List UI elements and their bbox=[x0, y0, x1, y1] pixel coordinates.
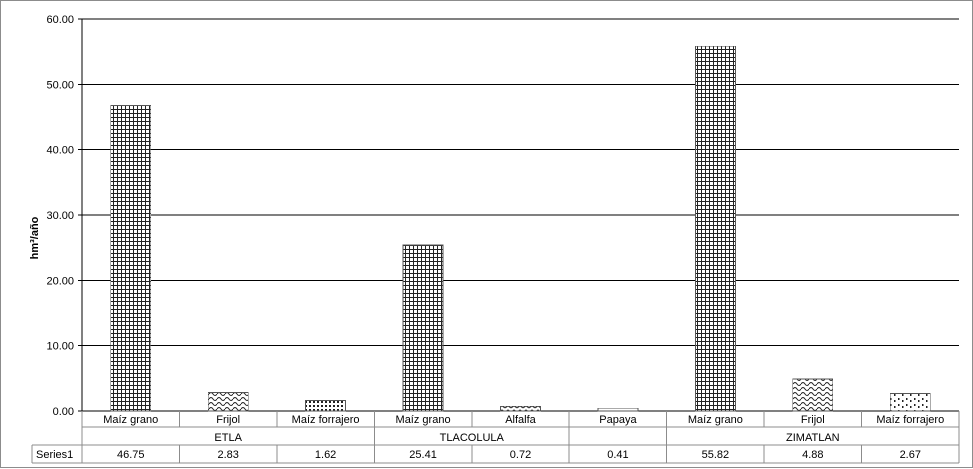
data-table-value: 4.88 bbox=[802, 449, 823, 461]
data-table-value: 0.72 bbox=[510, 449, 531, 461]
y-axis-title: hm³/año bbox=[29, 216, 41, 259]
y-tick-label: 0.00 bbox=[53, 406, 74, 418]
x-group-label: ETLA bbox=[214, 432, 242, 444]
x-tick-label: Papaya bbox=[599, 414, 637, 426]
y-tick-label: 30.00 bbox=[46, 210, 74, 222]
bar bbox=[694, 45, 736, 412]
bar bbox=[110, 105, 152, 412]
bar bbox=[305, 400, 347, 412]
y-tick-label: 20.00 bbox=[46, 275, 74, 287]
data-table-value: 25.41 bbox=[409, 449, 437, 461]
data-table-value: 0.41 bbox=[607, 449, 628, 461]
data-table-value: 55.82 bbox=[702, 449, 730, 461]
bar bbox=[207, 392, 249, 412]
x-group-label: ZIMATLAN bbox=[786, 432, 840, 444]
x-tick-label: Maíz forrajero bbox=[876, 414, 944, 426]
x-group-label: TLACOLULA bbox=[440, 432, 505, 444]
x-tick-label: Frijol bbox=[216, 414, 240, 426]
y-tick-label: 50.00 bbox=[46, 79, 74, 91]
data-table-value: 1.62 bbox=[315, 449, 336, 461]
bar bbox=[500, 405, 541, 412]
bar bbox=[402, 244, 444, 412]
data-table-value: 46.75 bbox=[117, 449, 145, 461]
bar bbox=[597, 407, 639, 412]
series-name: Series1 bbox=[36, 449, 73, 461]
x-tick-label: Maíz forrajero bbox=[292, 414, 360, 426]
x-tick-label: Maíz grano bbox=[396, 414, 451, 426]
y-tick-label: 60.00 bbox=[46, 14, 74, 26]
y-tick-label: 10.00 bbox=[46, 341, 74, 353]
bar bbox=[889, 393, 931, 412]
x-tick-label: Maíz grano bbox=[103, 414, 158, 426]
bar bbox=[792, 378, 834, 412]
x-tick-label: Alfalfa bbox=[505, 414, 536, 426]
x-tick-label: Frijol bbox=[801, 414, 825, 426]
y-tick-label: 40.00 bbox=[46, 145, 74, 157]
data-table-value: 2.83 bbox=[217, 449, 238, 461]
data-table-value: 2.67 bbox=[900, 449, 921, 461]
x-tick-label: Maíz grano bbox=[688, 414, 743, 426]
